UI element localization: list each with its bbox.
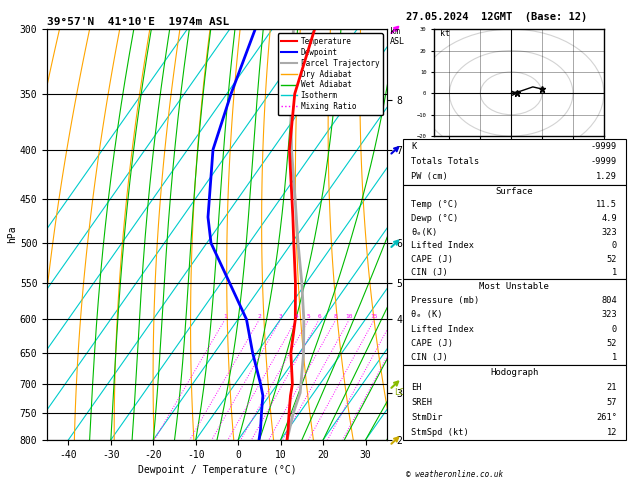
Text: 1.29: 1.29: [596, 173, 617, 181]
Text: θₑ(K): θₑ(K): [411, 227, 438, 237]
Text: θₑ (K): θₑ (K): [411, 311, 443, 319]
Text: kt: kt: [440, 29, 450, 37]
Text: Totals Totals: Totals Totals: [411, 157, 480, 166]
Text: Dewp (°C): Dewp (°C): [411, 214, 459, 223]
Y-axis label: Mixing Ratio (g/kg): Mixing Ratio (g/kg): [416, 183, 425, 286]
Text: PW (cm): PW (cm): [411, 173, 448, 181]
Text: 0: 0: [611, 325, 617, 333]
X-axis label: Dewpoint / Temperature (°C): Dewpoint / Temperature (°C): [138, 465, 296, 475]
Text: StmDir: StmDir: [411, 413, 443, 422]
FancyBboxPatch shape: [403, 279, 626, 364]
FancyBboxPatch shape: [403, 364, 626, 440]
Text: km
ASL: km ASL: [390, 27, 405, 46]
Text: SREH: SREH: [411, 398, 433, 407]
Y-axis label: hPa: hPa: [7, 226, 17, 243]
Text: 261°: 261°: [596, 413, 617, 422]
Text: 5: 5: [307, 314, 311, 319]
Text: 39°57'N  41°10'E  1974m ASL: 39°57'N 41°10'E 1974m ASL: [47, 17, 230, 27]
Text: 12: 12: [606, 428, 617, 437]
Text: 4: 4: [294, 314, 298, 319]
Text: StmSpd (kt): StmSpd (kt): [411, 428, 469, 437]
Text: EH: EH: [411, 382, 422, 392]
Text: 52: 52: [606, 339, 617, 348]
FancyBboxPatch shape: [403, 185, 626, 279]
Text: Hodograph: Hodograph: [490, 367, 538, 377]
Text: CAPE (J): CAPE (J): [411, 255, 454, 263]
Text: Surface: Surface: [496, 187, 533, 196]
Text: 11.5: 11.5: [596, 201, 617, 209]
Text: 4.9: 4.9: [601, 214, 617, 223]
Text: 15: 15: [370, 314, 378, 319]
Text: CIN (J): CIN (J): [411, 353, 448, 362]
Text: 0: 0: [611, 241, 617, 250]
Text: CAPE (J): CAPE (J): [411, 339, 454, 348]
Text: 1: 1: [611, 353, 617, 362]
Text: Temp (°C): Temp (°C): [411, 201, 459, 209]
Text: Lifted Index: Lifted Index: [411, 325, 474, 333]
Text: 323: 323: [601, 227, 617, 237]
Text: 1: 1: [611, 268, 617, 277]
Legend: Temperature, Dewpoint, Parcel Trajectory, Dry Adiabat, Wet Adiabat, Isotherm, Mi: Temperature, Dewpoint, Parcel Trajectory…: [277, 33, 383, 115]
Text: 323: 323: [601, 311, 617, 319]
Text: 3: 3: [279, 314, 282, 319]
Text: -9999: -9999: [591, 157, 617, 166]
Text: 1: 1: [223, 314, 227, 319]
Text: 27.05.2024  12GMT  (Base: 12): 27.05.2024 12GMT (Base: 12): [406, 12, 587, 22]
Text: 52: 52: [606, 255, 617, 263]
Text: LCL: LCL: [394, 388, 409, 397]
Text: CIN (J): CIN (J): [411, 268, 448, 277]
Text: 10: 10: [345, 314, 353, 319]
Text: K: K: [411, 142, 417, 151]
FancyBboxPatch shape: [403, 139, 626, 185]
Text: Most Unstable: Most Unstable: [479, 282, 549, 291]
Text: 21: 21: [606, 382, 617, 392]
Text: 57: 57: [606, 398, 617, 407]
Text: -9999: -9999: [591, 142, 617, 151]
Text: 2: 2: [257, 314, 261, 319]
Text: Pressure (mb): Pressure (mb): [411, 296, 480, 305]
Text: © weatheronline.co.uk: © weatheronline.co.uk: [406, 469, 503, 479]
Text: 6: 6: [317, 314, 321, 319]
Text: 8: 8: [334, 314, 338, 319]
Text: Lifted Index: Lifted Index: [411, 241, 474, 250]
Text: 804: 804: [601, 296, 617, 305]
